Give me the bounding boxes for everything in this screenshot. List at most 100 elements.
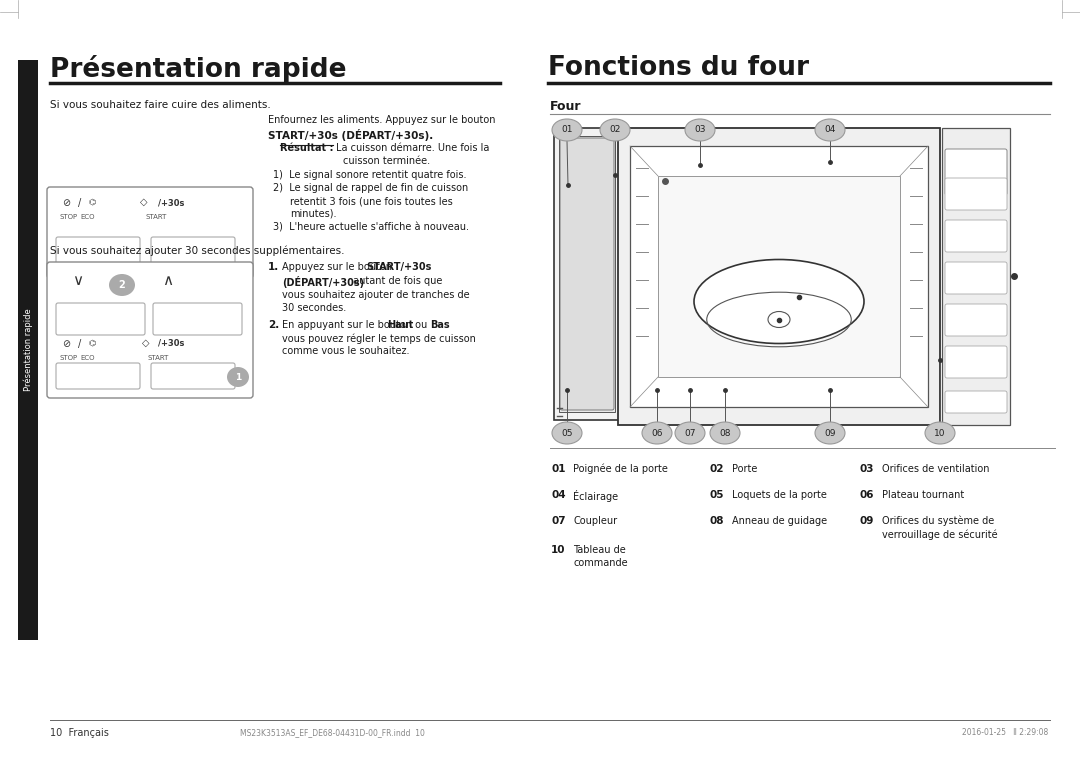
Text: 01: 01 (562, 125, 572, 135)
Text: Haut: Haut (387, 320, 414, 330)
FancyBboxPatch shape (56, 303, 145, 335)
Text: Plateau tournant: Plateau tournant (882, 490, 964, 500)
Text: 1)  Le signal sonore retentit quatre fois.: 1) Le signal sonore retentit quatre fois… (273, 170, 467, 180)
Text: Si vous souhaitez ajouter 30 secondes supplémentaires.: Si vous souhaitez ajouter 30 secondes su… (50, 245, 345, 256)
Bar (630, 146, 928, 407)
Ellipse shape (675, 422, 705, 444)
Text: 2016-01-25   Ⅱ 2:29:08: 2016-01-25 Ⅱ 2:29:08 (962, 728, 1048, 737)
Text: 02: 02 (710, 464, 725, 474)
Text: 07: 07 (685, 429, 696, 437)
Text: ⌬: ⌬ (87, 198, 95, 207)
Text: 08: 08 (710, 516, 725, 526)
Text: vous souhaitez ajouter de tranches de: vous souhaitez ajouter de tranches de (282, 290, 470, 300)
Text: Bas: Bas (430, 320, 449, 330)
Text: Orifices de ventilation: Orifices de ventilation (882, 464, 989, 474)
Text: retentit 3 fois (une fois toutes les: retentit 3 fois (une fois toutes les (291, 196, 453, 206)
Ellipse shape (552, 119, 582, 141)
Text: 09: 09 (860, 516, 875, 526)
FancyBboxPatch shape (48, 262, 253, 398)
Text: Tableau de
commande: Tableau de commande (573, 545, 627, 569)
Text: 06: 06 (860, 490, 875, 500)
Text: 03: 03 (860, 464, 875, 474)
Text: 30 secondes.: 30 secondes. (282, 303, 347, 313)
Bar (618, 128, 940, 425)
Ellipse shape (685, 119, 715, 141)
Bar (18, 60, 38, 640)
Text: Présentation rapide: Présentation rapide (24, 309, 32, 391)
Text: Poignée de la porte: Poignée de la porte (573, 464, 667, 475)
Text: 10  Français: 10 Français (50, 728, 109, 738)
Text: Si vous souhaitez faire cuire des aliments.: Si vous souhaitez faire cuire des alimen… (50, 100, 271, 110)
FancyBboxPatch shape (945, 149, 1007, 195)
FancyBboxPatch shape (48, 187, 253, 278)
Text: /+30s: /+30s (158, 198, 185, 207)
Text: Présentation rapide: Présentation rapide (50, 55, 347, 83)
Ellipse shape (642, 422, 672, 444)
Text: 04: 04 (824, 125, 836, 135)
Text: Porte: Porte (732, 464, 757, 474)
Text: START: START (146, 214, 167, 220)
Text: La cuisson démarre. Une fois la: La cuisson démarre. Une fois la (336, 143, 489, 153)
Text: autant de fois que: autant de fois que (350, 276, 443, 286)
FancyBboxPatch shape (561, 138, 615, 410)
FancyBboxPatch shape (153, 303, 242, 335)
Text: ECO: ECO (80, 355, 95, 361)
Text: 2.: 2. (268, 320, 280, 330)
Ellipse shape (694, 260, 864, 343)
Text: 09: 09 (824, 429, 836, 437)
FancyBboxPatch shape (945, 391, 1007, 413)
FancyBboxPatch shape (945, 262, 1007, 294)
Text: En appuyant sur le bouton: En appuyant sur le bouton (282, 320, 415, 330)
Text: 2)  Le signal de rappel de fin de cuisson: 2) Le signal de rappel de fin de cuisson (273, 183, 469, 193)
Text: 01: 01 (551, 464, 566, 474)
FancyBboxPatch shape (151, 363, 235, 389)
Text: 10: 10 (934, 429, 946, 437)
Text: ⊘: ⊘ (62, 339, 70, 349)
Text: cuisson terminée.: cuisson terminée. (343, 156, 430, 166)
Text: 2: 2 (119, 280, 125, 290)
Text: vous pouvez régler le temps de cuisson: vous pouvez régler le temps de cuisson (282, 333, 476, 343)
Text: 08: 08 (719, 429, 731, 437)
FancyBboxPatch shape (945, 304, 1007, 336)
Text: 02: 02 (609, 125, 621, 135)
Bar (658, 176, 900, 377)
Ellipse shape (600, 119, 630, 141)
Ellipse shape (924, 422, 955, 444)
Ellipse shape (109, 274, 135, 296)
FancyBboxPatch shape (945, 220, 1007, 252)
Text: /: / (78, 339, 81, 349)
Text: ◇: ◇ (141, 338, 149, 348)
Text: Éclairage: Éclairage (573, 490, 618, 502)
Text: START/+30s (DÉPART/+30s).: START/+30s (DÉPART/+30s). (268, 129, 433, 141)
FancyBboxPatch shape (56, 237, 140, 269)
Ellipse shape (768, 311, 789, 328)
Text: 04: 04 (551, 490, 566, 500)
FancyBboxPatch shape (151, 237, 235, 269)
Text: 06: 06 (651, 429, 663, 437)
Text: 1.: 1. (268, 262, 280, 272)
Text: /+30s: /+30s (158, 339, 185, 348)
FancyBboxPatch shape (945, 178, 1007, 210)
Ellipse shape (710, 422, 740, 444)
Ellipse shape (227, 367, 249, 387)
FancyBboxPatch shape (56, 363, 140, 389)
Text: START: START (147, 355, 168, 361)
Text: 07: 07 (551, 516, 566, 526)
Text: Appuyez sur le bouton: Appuyez sur le bouton (282, 262, 395, 272)
Text: MS23K3513AS_EF_DE68-04431D-00_FR.indd  10: MS23K3513AS_EF_DE68-04431D-00_FR.indd 10 (240, 728, 424, 737)
Text: 3)  L'heure actuelle s'affiche à nouveau.: 3) L'heure actuelle s'affiche à nouveau. (273, 222, 469, 232)
Text: ∧: ∧ (162, 273, 173, 288)
Text: Four: Four (550, 100, 581, 113)
Ellipse shape (815, 422, 845, 444)
Text: minutes).: minutes). (291, 209, 337, 219)
Text: ⊘: ⊘ (62, 198, 70, 208)
Text: Coupleur: Coupleur (573, 516, 617, 526)
Text: Loquets de la porte: Loquets de la porte (732, 490, 827, 500)
Text: Anneau de guidage: Anneau de guidage (732, 516, 827, 526)
Text: 10: 10 (551, 545, 566, 555)
Text: STOP: STOP (60, 214, 78, 220)
Text: 03: 03 (694, 125, 705, 135)
Text: 05: 05 (562, 429, 572, 437)
Text: 1: 1 (234, 372, 241, 382)
Text: ◇: ◇ (140, 197, 148, 207)
